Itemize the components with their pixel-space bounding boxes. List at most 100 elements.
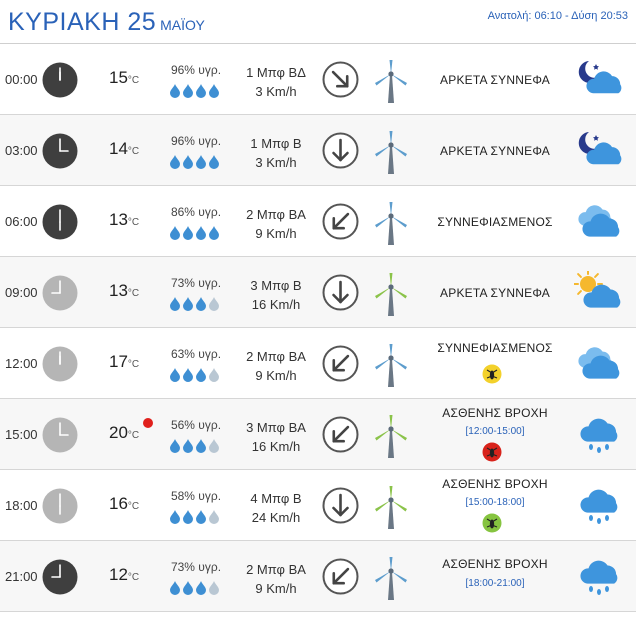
wind-info: 2 Μπφ ΒΑ 9 Km/h <box>236 347 316 385</box>
temp-unit: °C <box>127 217 140 228</box>
cloudy-icon <box>574 200 622 242</box>
temperature: 20°C <box>109 423 140 442</box>
forecast-row: 12:00 17°C 63% υγρ. 2 Μπφ ΒΑ 9 Km/h ΣΥΝΝΕ… <box>0 328 636 399</box>
wind-beaufort: 3 Μπφ Β <box>250 278 302 293</box>
condition-cell: ΑΣΘΕΝΗΣ ΒΡΟΧΗ [15:00-18:00] <box>420 470 570 541</box>
time-label: 06:00 <box>5 214 38 229</box>
humidity-label: 96% υγρ. <box>170 134 222 148</box>
moon-cloud-icon <box>574 129 622 171</box>
time-label: 00:00 <box>5 72 38 87</box>
condition-cell: ΣΥΝΝΕΦΙΑΣΜΕΝΟΣ <box>420 186 570 257</box>
humidity-drops-icon <box>169 295 223 311</box>
wind-turbine-icon <box>371 58 411 104</box>
rain-time-range: [12:00-15:00] <box>465 426 525 437</box>
temperature: 15°C <box>109 68 140 87</box>
forecast-row: 03:00 14°C 96% υγρ. 1 Μπφ Β 3 Km/h ΑΡΚΕΤΑ… <box>0 115 636 186</box>
cloudy-icon <box>574 342 622 384</box>
humidity-drops-icon <box>169 224 223 240</box>
humidity-drops-icon <box>169 366 223 382</box>
forecast-rows: 00:00 15°C 96% υγρ. 1 Μπφ ΒΔ 3 Km/h ΑΡΚΕΤ… <box>0 44 636 612</box>
wind-direction-arrow-icon <box>322 274 359 311</box>
wind-beaufort: 4 Μπφ Β <box>250 491 302 506</box>
wind-speed: 9 Km/h <box>255 581 297 596</box>
wind-speed: 16 Km/h <box>251 439 301 454</box>
condition-cell: ΑΡΚΕΤΑ ΣΥΝΝΕΦΑ <box>420 44 570 115</box>
wind-info: 1 Μπφ Β 3 Km/h <box>236 134 316 172</box>
wind-turbine-icon <box>371 271 411 317</box>
condition-label: ΑΣΘΕΝΗΣ ΒΡΟΧΗ <box>442 557 548 571</box>
sun-cloud-icon <box>573 269 622 313</box>
humidity-label: 63% υγρ. <box>170 347 222 361</box>
wind-turbine-icon <box>371 129 411 175</box>
wind-turbine-icon <box>371 555 411 601</box>
moon-cloud-icon <box>574 58 622 100</box>
sunrise-sunset: Ανατολή: 06:10 - Δύση 20:53 <box>487 10 628 22</box>
condition-cell: ΑΡΚΕΤΑ ΣΥΝΝΕΦΑ <box>420 115 570 186</box>
wind-info: 3 Μπφ Β 16 Km/h <box>236 276 316 314</box>
wind-direction-arrow-icon <box>322 416 359 453</box>
temperature: 13°C <box>109 210 140 229</box>
clock-icon <box>42 488 78 524</box>
wind-beaufort: 1 Μπφ ΒΔ <box>246 65 306 80</box>
condition-label: ΑΡΚΕΤΑ ΣΥΝΝΕΦΑ <box>440 286 550 300</box>
forecast-row: 06:00 13°C 86% υγρ. 2 Μπφ ΒΑ 9 Km/h ΣΥΝΝΕ… <box>0 186 636 257</box>
humidity-drops-icon <box>169 82 223 98</box>
humidity-label: 86% υγρ. <box>170 205 222 219</box>
wind-turbine-icon <box>371 342 411 388</box>
wind-info: 2 Μπφ ΒΑ 9 Km/h <box>236 560 316 598</box>
rain-cloud-icon <box>574 555 622 597</box>
clock-icon <box>42 559 78 595</box>
wind-turbine-icon <box>371 413 411 459</box>
condition-label: ΣΥΝΝΕΦΙΑΣΜΕΝΟΣ <box>437 341 553 355</box>
wind-direction-arrow-icon <box>322 558 359 595</box>
day-title: ΚΥΡΙΑΚΗ 25 ΜΑΪΟΥ <box>8 8 205 36</box>
humidity-drops-icon <box>169 579 223 595</box>
mosquito-red-icon <box>482 442 502 462</box>
condition-cell: ΑΣΘΕΝΗΣ ΒΡΟΧΗ [18:00-21:00] <box>420 541 570 612</box>
condition-cell: ΣΥΝΝΕΦΙΑΣΜΕΝΟΣ <box>420 328 570 399</box>
wind-info: 3 Μπφ ΒΑ 16 Km/h <box>236 418 316 456</box>
wind-direction-arrow-icon <box>322 345 359 382</box>
time-label: 03:00 <box>5 143 38 158</box>
wind-beaufort: 1 Μπφ Β <box>250 136 302 151</box>
forecast-row: 21:00 12°C 73% υγρ. 2 Μπφ ΒΑ 9 Km/h ΑΣΘΕΝ… <box>0 541 636 612</box>
clock-icon <box>42 62 78 98</box>
forecast-row: 09:00 13°C 73% υγρ. 3 Μπφ Β 16 Km/h ΑΡΚΕΤ… <box>0 257 636 328</box>
wind-info: 4 Μπφ Β 24 Km/h <box>236 489 316 527</box>
condition-label: ΑΡΚΕΤΑ ΣΥΝΝΕΦΑ <box>440 144 550 158</box>
condition-label: ΑΡΚΕΤΑ ΣΥΝΝΕΦΑ <box>440 73 550 87</box>
wind-beaufort: 2 Μπφ ΒΑ <box>246 349 306 364</box>
wind-speed: 16 Km/h <box>251 297 301 312</box>
temp-unit: °C <box>127 501 140 512</box>
humidity-label: 73% υγρ. <box>170 560 222 574</box>
wind-speed: 9 Km/h <box>255 368 297 383</box>
temperature: 13°C <box>109 281 140 300</box>
wind-turbine-icon <box>371 484 411 530</box>
condition-label: ΑΣΘΕΝΗΣ ΒΡΟΧΗ <box>442 477 548 491</box>
humidity-label: 58% υγρ. <box>170 489 222 503</box>
clock-icon <box>42 275 78 311</box>
condition-cell: ΑΡΚΕΤΑ ΣΥΝΝΕΦΑ <box>420 257 570 328</box>
rain-time-range: [18:00-21:00] <box>465 578 525 589</box>
time-label: 21:00 <box>5 569 38 584</box>
wind-direction-arrow-icon <box>322 487 359 524</box>
clock-icon <box>42 417 78 453</box>
humidity-label: 73% υγρ. <box>170 276 222 290</box>
temp-unit: °C <box>127 288 140 299</box>
temp-unit: °C <box>127 572 140 583</box>
wind-direction-arrow-icon <box>322 61 359 98</box>
forecast-header: ΚΥΡΙΑΚΗ 25 ΜΑΪΟΥ Ανατολή: 06:10 - Δύση 20… <box>0 0 636 44</box>
wind-speed: 3 Km/h <box>255 84 297 99</box>
month-label: ΜΑΪΟΥ <box>160 17 205 33</box>
temperature: 12°C <box>109 565 140 584</box>
humidity-drops-icon <box>169 508 223 524</box>
humidity-drops-icon <box>169 437 223 453</box>
wind-speed: 24 Km/h <box>251 510 301 525</box>
wind-direction-arrow-icon <box>322 132 359 169</box>
rain-cloud-icon <box>574 413 622 455</box>
forecast-row: 18:00 16°C 58% υγρ. 4 Μπφ Β 24 Km/h ΑΣΘΕΝ… <box>0 470 636 541</box>
temp-unit: °C <box>127 75 140 86</box>
wind-direction-arrow-icon <box>322 203 359 240</box>
wind-speed: 3 Km/h <box>255 155 297 170</box>
temperature: 16°C <box>109 494 140 513</box>
